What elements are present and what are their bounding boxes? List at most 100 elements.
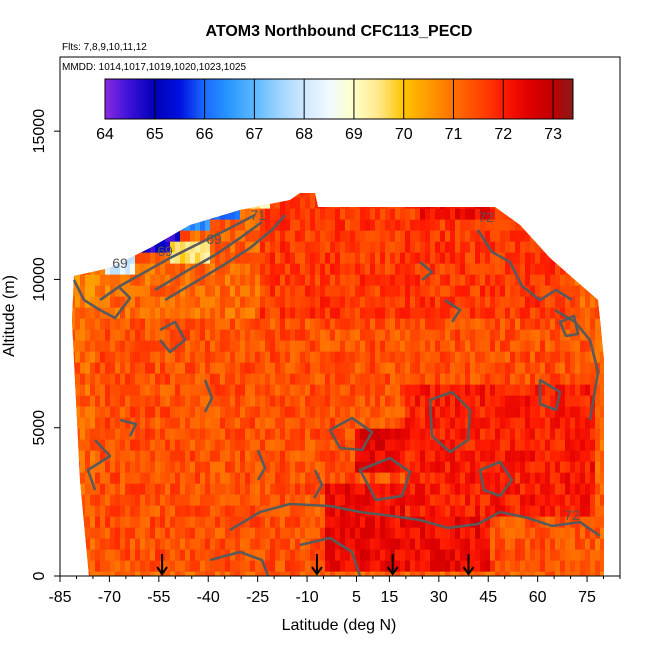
heatmap-cell [140, 208, 146, 221]
heatmap-cell [550, 296, 556, 309]
heatmap-cell [380, 230, 386, 243]
heatmap-cell [610, 473, 616, 485]
heatmap-cell [470, 549, 476, 562]
heatmap-cell [145, 197, 151, 210]
heatmap-cell [590, 373, 596, 386]
heatmap-cell [580, 219, 586, 232]
heatmap-cell [275, 307, 281, 320]
heatmap-cell [415, 263, 421, 276]
heatmap-cell [385, 538, 391, 551]
heatmap-cell [500, 285, 506, 298]
heatmap-cell [600, 417, 604, 430]
heatmap-cell [430, 307, 436, 320]
heatmap-cell [100, 340, 106, 353]
heatmap-cell [495, 252, 501, 265]
heatmap-cell [525, 494, 531, 507]
heatmap-cell [145, 571, 151, 576]
heatmap-cell [85, 176, 91, 188]
heatmap-cell [170, 384, 176, 397]
heatmap-cell [575, 549, 581, 562]
heatmap-cell [80, 384, 86, 397]
heatmap-cell [585, 340, 591, 353]
heatmap-cell [345, 395, 351, 408]
heatmap-cell [180, 538, 186, 551]
heatmap-cell [235, 472, 241, 485]
heatmap-cell [145, 362, 151, 375]
heatmap-cell [390, 527, 396, 540]
heatmap-cell [120, 527, 126, 540]
heatmap-cell [560, 494, 566, 507]
heatmap-cell [495, 450, 501, 463]
heatmap-cell [540, 439, 546, 452]
heatmap-cell [370, 439, 376, 452]
heatmap-cell [425, 351, 431, 364]
heatmap-cell [275, 406, 281, 419]
heatmap-cell [140, 494, 146, 507]
heatmap-cell [65, 176, 71, 188]
heatmap-cell [295, 373, 301, 386]
heatmap-cell [585, 406, 591, 419]
heatmap-cell [465, 193, 471, 199]
heatmap-cell [85, 230, 91, 243]
heatmap-cell [365, 340, 371, 353]
heatmap-cell [350, 296, 356, 309]
heatmap-cell [605, 275, 611, 287]
heatmap-cell [105, 296, 111, 309]
heatmap-cell [205, 285, 211, 298]
heatmap-cell [75, 439, 81, 452]
heatmap-cell [220, 193, 226, 199]
heatmap-cell [295, 406, 301, 419]
heatmap-cell [400, 505, 406, 518]
heatmap-cell [140, 318, 146, 331]
heatmap-cell [335, 230, 341, 243]
profile-arrow-head [311, 566, 323, 576]
heatmap-cell [115, 472, 121, 485]
heatmap-cell [160, 494, 166, 507]
heatmap-cell [190, 428, 196, 441]
heatmap-cell [215, 417, 221, 430]
heatmap-cell [140, 505, 146, 518]
heatmap-cell [145, 483, 151, 496]
heatmap-cell [455, 527, 461, 540]
heatmap-cell [100, 571, 106, 576]
heatmap-cell [255, 560, 261, 573]
heatmap-cell [320, 274, 326, 287]
heatmap-cell [210, 329, 216, 342]
heatmap-cell [500, 549, 506, 562]
heatmap-cell [495, 417, 501, 430]
heatmap-cell [570, 450, 576, 463]
heatmap-cell [65, 308, 71, 320]
heatmap-cell [75, 230, 81, 243]
heatmap-cell [525, 450, 531, 463]
heatmap-cell [585, 208, 591, 221]
heatmap-cell [85, 406, 91, 419]
heatmap-cell [395, 494, 401, 507]
heatmap-cell [445, 439, 451, 452]
heatmap-cell [72, 329, 76, 342]
heatmap-cell [475, 340, 481, 353]
heatmap-cell [105, 494, 111, 507]
heatmap-cell [265, 285, 271, 298]
contour-line [444, 298, 462, 323]
heatmap-cell [250, 329, 256, 342]
heatmap-cell [325, 318, 331, 331]
heatmap-cell [540, 351, 546, 364]
heatmap-cell [170, 450, 176, 463]
heatmap-cell [545, 417, 551, 430]
heatmap-cell [605, 429, 611, 441]
heatmap-cell [515, 527, 521, 540]
heatmap-cell [445, 527, 451, 540]
heatmap-cell [285, 219, 291, 232]
heatmap-cell [420, 538, 426, 551]
heatmap-cell [140, 373, 146, 386]
heatmap-cell [85, 274, 91, 287]
heatmap-cell [130, 428, 136, 441]
heatmap-cell [385, 527, 391, 540]
heatmap-cell [185, 230, 191, 243]
heatmap-cell [550, 208, 556, 221]
colorbar-tick-label: 71 [445, 126, 463, 143]
heatmap-cell [245, 560, 251, 573]
heatmap-cell [280, 285, 286, 298]
